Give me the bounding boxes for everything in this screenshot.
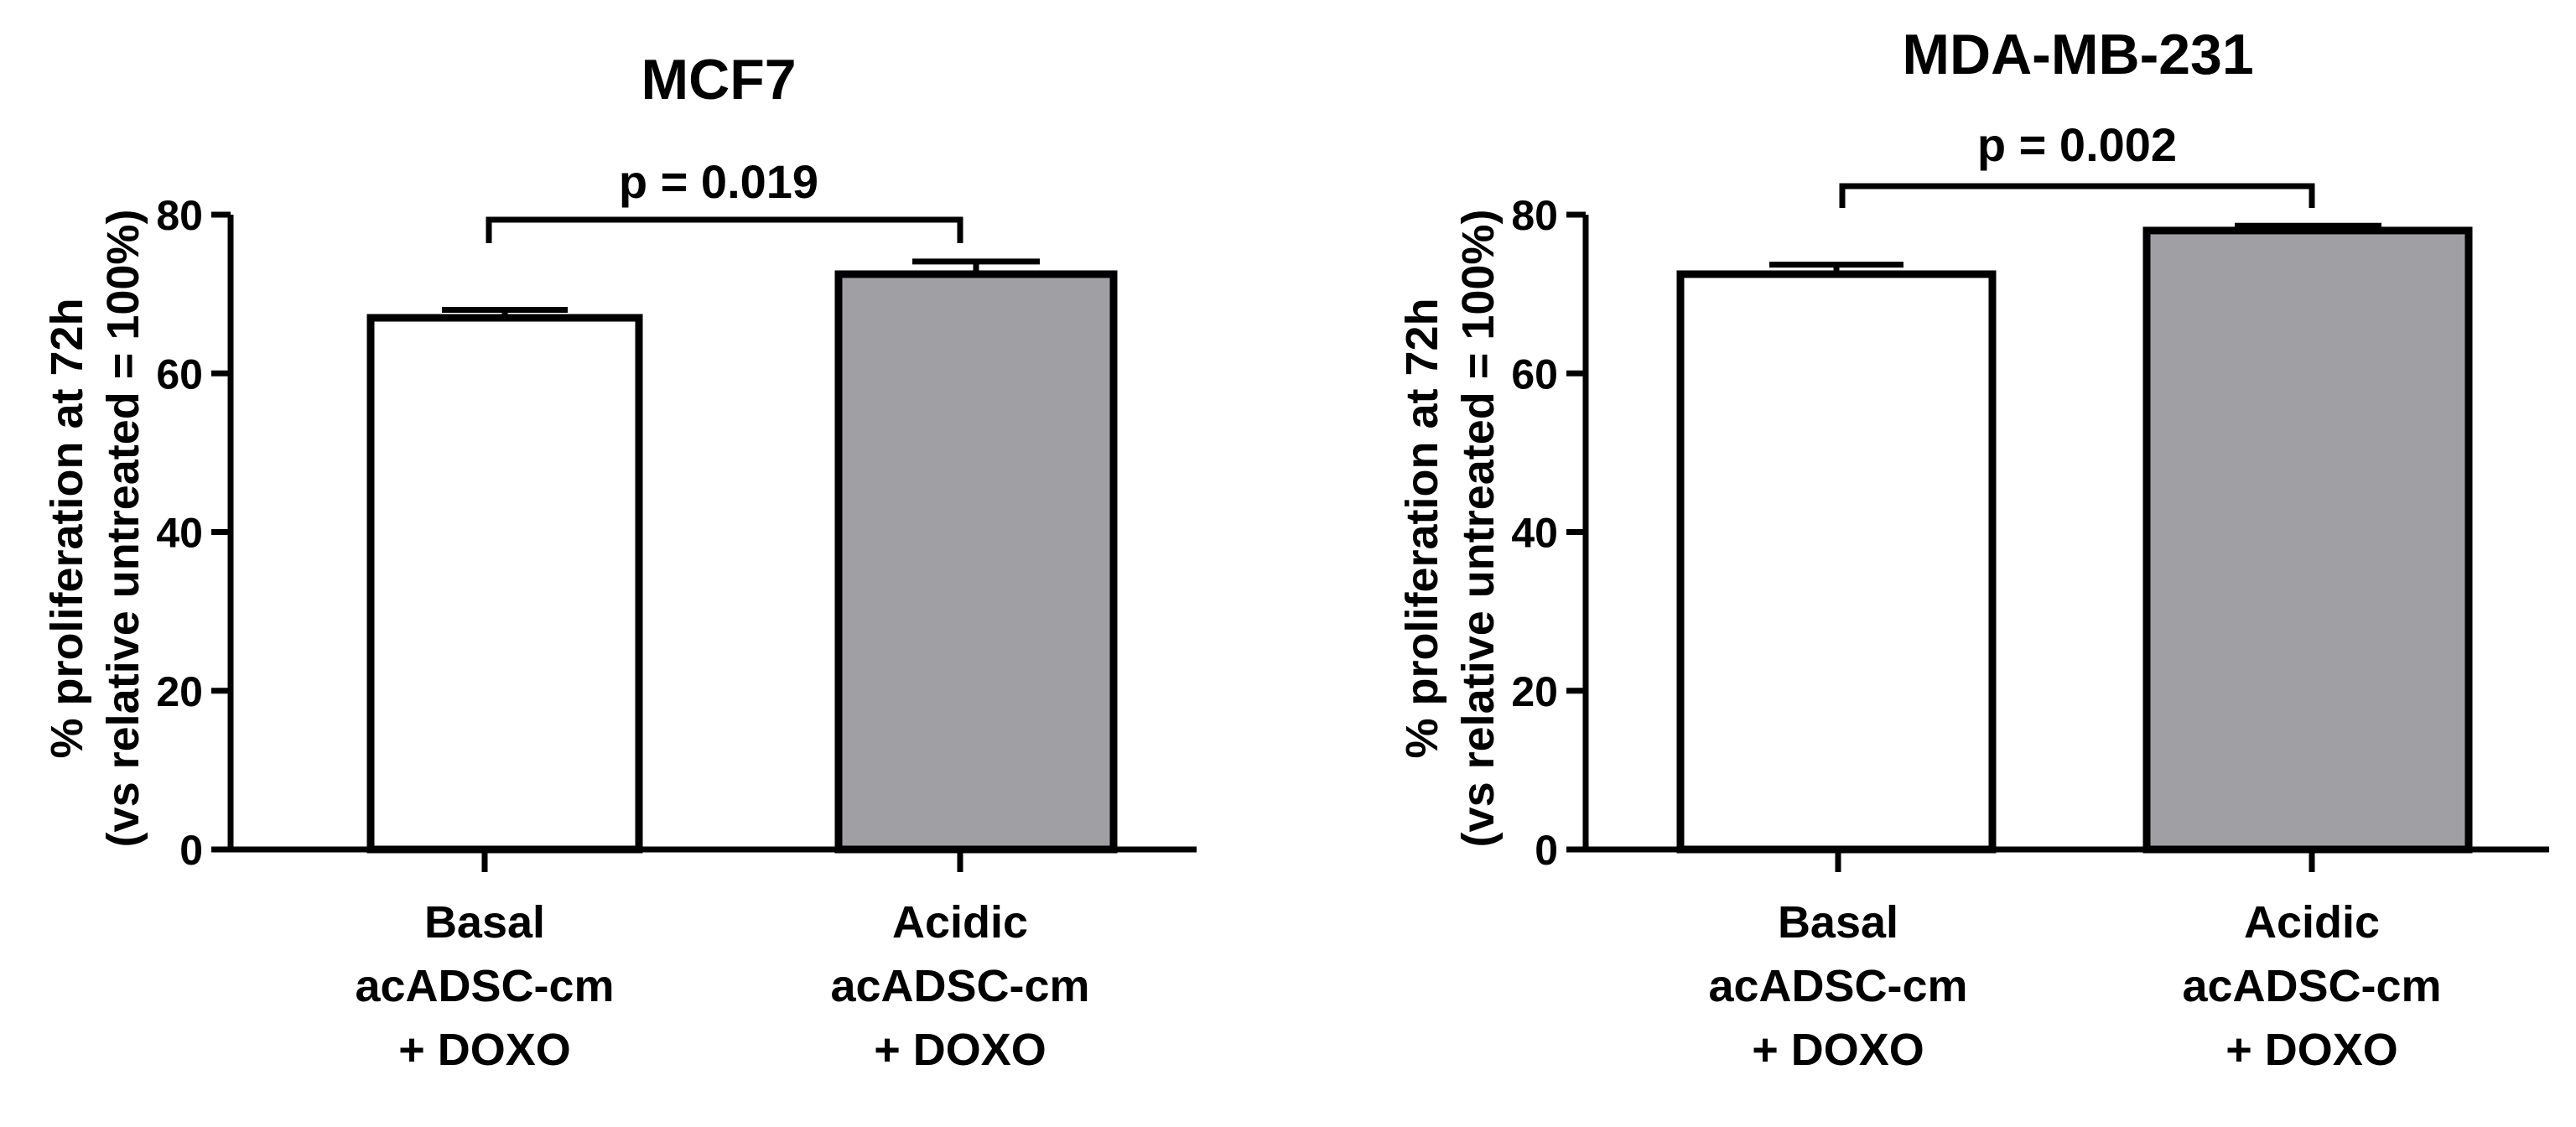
category-label-line: acADSC-cm	[830, 961, 1089, 1011]
category-label-basal: Basal acADSC-cm + DOXO	[1708, 897, 1967, 1075]
y-tick-label: 80	[156, 192, 203, 239]
category-label-line: + DOXO	[2225, 1025, 2398, 1075]
y-tick-label: 60	[156, 351, 203, 397]
chart-title: MCF7	[641, 48, 796, 112]
y-tick-label: 80	[1511, 192, 1558, 239]
y-tick-label: 40	[156, 510, 203, 557]
p-value-label: p = 0.019	[619, 155, 818, 208]
category-label-line: Basal	[424, 897, 545, 948]
y-axis-label: % proliferation at 72h (vs relative untr…	[1397, 210, 1504, 848]
y-axis-label-line-1: % proliferation at 72h	[42, 298, 92, 758]
bar-acidic	[834, 270, 1118, 854]
error-bars	[1769, 222, 2381, 274]
category-label-line: + DOXO	[398, 1025, 571, 1075]
y-tick-label: 60	[1511, 351, 1558, 397]
category-label-line: + DOXO	[1752, 1025, 1924, 1075]
significance-bracket: p = 0.019	[486, 155, 963, 243]
y-axis-label-line-1: % proliferation at 72h	[1397, 298, 1447, 758]
chart-title: MDA-MB-231	[1902, 23, 2253, 86]
significance-bracket-line	[1839, 183, 2315, 208]
bar-basal	[366, 314, 643, 854]
category-label-line: acADSC-cm	[2182, 961, 2441, 1011]
y-axis: 0 20 40 60 80	[156, 192, 234, 874]
category-label-line: Acidic	[892, 897, 1028, 948]
category-label-line: + DOXO	[874, 1025, 1046, 1075]
category-label-acidic: Acidic acADSC-cm + DOXO	[830, 897, 1089, 1075]
y-axis-label-line-2: (vs relative untreated = 100%)	[98, 210, 148, 848]
category-label-acidic: Acidic acADSC-cm + DOXO	[2182, 897, 2441, 1075]
y-tick-label: 20	[156, 668, 203, 715]
y-axis: 0 20 40 60 80	[1511, 192, 1589, 874]
chart-panel-mda-mb-231: MDA-MB-231 % proliferation at 72h (vs re…	[1397, 23, 2549, 1075]
y-axis-label-line-2: (vs relative untreated = 100%)	[1453, 210, 1504, 848]
p-value-label: p = 0.002	[1977, 118, 2177, 171]
y-axis-label: % proliferation at 72h (vs relative untr…	[42, 210, 148, 848]
category-label-basal: Basal acADSC-cm + DOXO	[355, 897, 614, 1075]
category-label-line: Basal	[1778, 897, 1898, 948]
y-tick-label: 0	[179, 827, 203, 874]
category-label-line: Acidic	[2244, 897, 2380, 948]
y-tick-label: 20	[1511, 668, 1558, 715]
y-tick-label: 40	[1511, 510, 1558, 557]
bar-basal	[1676, 270, 1997, 854]
chart-panel-mcf7: MCF7 % proliferation at 72h (vs relative…	[42, 48, 1197, 1075]
y-tick-label: 0	[1535, 827, 1558, 874]
bars	[1676, 226, 2473, 854]
error-bars	[442, 258, 1040, 319]
bar-acidic	[2142, 226, 2473, 854]
bars	[366, 270, 1118, 854]
significance-bracket: p = 0.002	[1839, 118, 2315, 208]
category-label-line: acADSC-cm	[355, 961, 614, 1011]
category-label-line: acADSC-cm	[1708, 961, 1967, 1011]
significance-bracket-line	[486, 216, 963, 243]
